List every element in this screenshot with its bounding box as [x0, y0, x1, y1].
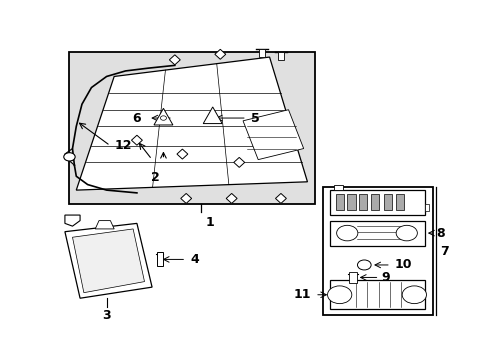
Polygon shape [131, 135, 142, 145]
Bar [346, 194, 355, 210]
Polygon shape [169, 55, 180, 65]
Bar [348, 272, 356, 283]
Polygon shape [177, 149, 187, 159]
Circle shape [160, 116, 166, 120]
Bar [333, 185, 343, 190]
Polygon shape [214, 49, 225, 59]
Text: 1: 1 [205, 216, 213, 229]
Bar [335, 194, 344, 210]
Circle shape [395, 225, 417, 241]
Polygon shape [65, 223, 152, 298]
Text: 7: 7 [439, 244, 448, 258]
Bar [277, 51, 284, 60]
Polygon shape [203, 107, 222, 123]
Polygon shape [181, 193, 191, 203]
Polygon shape [65, 215, 80, 226]
Bar [156, 252, 163, 266]
Text: 9: 9 [381, 271, 389, 284]
Bar [329, 280, 424, 309]
Polygon shape [226, 193, 237, 203]
Polygon shape [424, 204, 428, 211]
Bar [322, 187, 432, 315]
Polygon shape [275, 193, 286, 203]
Circle shape [336, 225, 357, 241]
Bar [329, 190, 424, 215]
Text: 6: 6 [132, 112, 141, 125]
Bar [370, 194, 379, 210]
Polygon shape [243, 110, 303, 159]
Circle shape [401, 286, 426, 303]
Circle shape [63, 153, 75, 161]
Polygon shape [233, 157, 244, 167]
Polygon shape [76, 57, 307, 190]
Bar [68, 51, 314, 204]
Text: 12: 12 [114, 139, 131, 152]
Text: 11: 11 [293, 288, 311, 301]
Bar [395, 194, 404, 210]
Bar [358, 194, 366, 210]
Text: 4: 4 [189, 253, 198, 266]
Bar [329, 221, 424, 246]
Circle shape [327, 286, 351, 303]
Text: 2: 2 [151, 171, 160, 184]
Bar [259, 49, 264, 57]
Polygon shape [154, 108, 173, 125]
Polygon shape [72, 229, 144, 293]
Text: 8: 8 [435, 226, 444, 240]
Text: 5: 5 [250, 112, 259, 125]
Circle shape [357, 260, 370, 270]
Polygon shape [95, 221, 114, 229]
Text: 10: 10 [394, 258, 411, 271]
Text: 3: 3 [102, 309, 111, 322]
Bar [383, 194, 391, 210]
